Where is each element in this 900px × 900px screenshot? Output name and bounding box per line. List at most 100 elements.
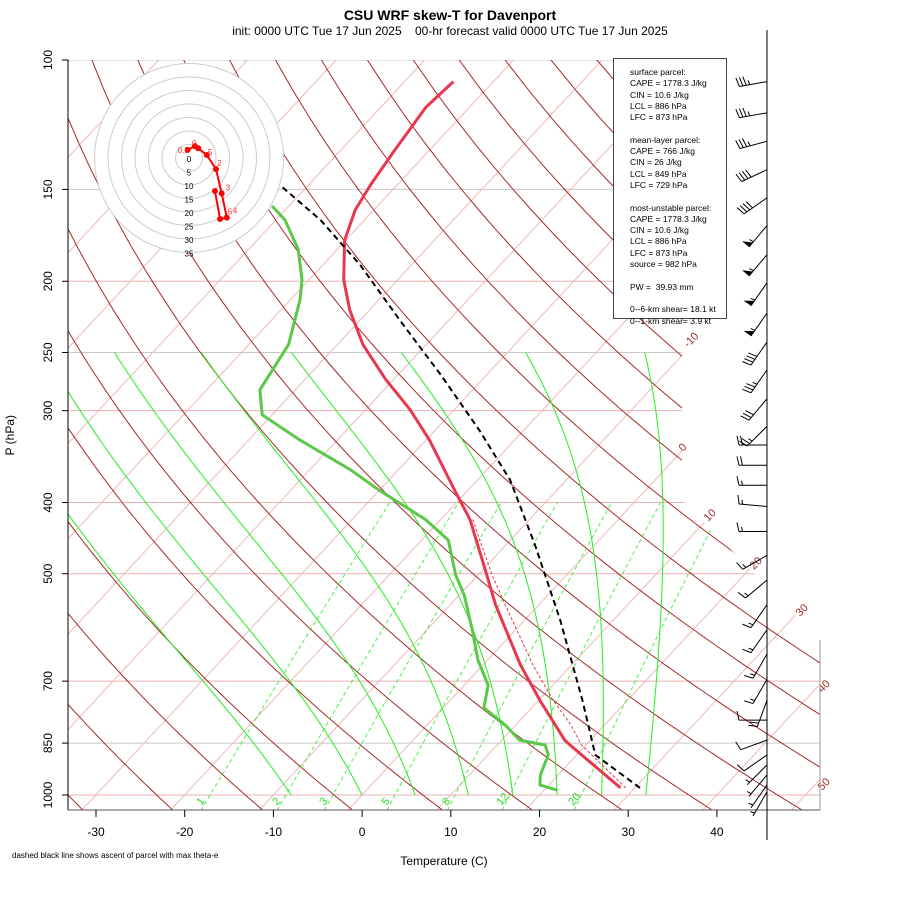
wind-barb-full	[744, 385, 754, 391]
isotherm-label: 30	[794, 602, 811, 619]
wind-barb-full	[745, 169, 752, 178]
wind-barb-half	[748, 622, 754, 626]
x-tick-label: 40	[710, 825, 724, 839]
wind-barb-full	[740, 435, 743, 446]
hodograph-ring	[121, 90, 257, 226]
moist-adiabat-line	[68, 352, 363, 796]
isotherm-line	[613, 60, 820, 810]
dry-adiabat-line	[183, 60, 820, 810]
hodograph-ring-label: 20	[185, 209, 194, 218]
chart-subtitle: init: 0000 UTC Tue 17 Jun 2025 00-hr for…	[232, 24, 668, 38]
y-tick-label: 1000	[41, 781, 55, 808]
wind-barb-staff	[742, 554, 768, 570]
wind-barb	[736, 554, 768, 570]
hodograph-height-label: 2	[217, 159, 222, 168]
info-line: CIN = 10.6 J/kg	[630, 225, 689, 236]
wind-barb-half	[741, 499, 744, 505]
wind-barb-pennant	[743, 330, 755, 337]
hodograph-height-label: 5	[228, 208, 233, 217]
wind-barb-full	[742, 388, 752, 394]
wind-barb-full	[744, 358, 754, 363]
hodograph-ring-label: 10	[185, 182, 194, 191]
mixing-ratio-line	[386, 502, 558, 810]
wind-barb-pennant	[742, 270, 753, 277]
x-tick-label: 30	[622, 825, 636, 839]
wind-barb-full	[736, 456, 740, 466]
dry-adiabat-line	[320, 60, 820, 810]
wind-barb-staff	[739, 503, 768, 507]
hodograph-ring	[148, 117, 230, 199]
dry-adiabat-line	[68, 60, 264, 810]
wind-barb-half	[741, 526, 743, 532]
wind-barb-full	[736, 207, 745, 215]
info-line	[630, 123, 726, 134]
virtual-temperature-line	[472, 519, 627, 789]
wind-barb-half	[747, 438, 753, 442]
wind-barb-half	[750, 297, 756, 301]
dry-adiabat-line	[229, 60, 820, 810]
info-line: most-unstable parcel:	[630, 202, 712, 213]
info-line: LCL = 849 hPa	[630, 168, 687, 179]
wind-barb-staff	[745, 579, 768, 599]
mixing-ratio-label: 1	[194, 796, 207, 808]
y-tick-label: 400	[41, 492, 55, 512]
hodograph-ring	[94, 63, 284, 253]
y-tick-label: 150	[41, 179, 55, 199]
wind-barb-full	[748, 724, 758, 727]
moist-adiabat-line	[525, 352, 604, 796]
info-line: surface parcel:	[630, 67, 686, 77]
mixing-ratio-line	[276, 502, 459, 810]
hodograph-ring-label: 25	[185, 223, 194, 232]
wind-barb-half	[748, 802, 754, 806]
wind-barb	[736, 754, 768, 772]
wind-barb	[735, 76, 768, 87]
hodograph-height-label: 0	[192, 139, 197, 148]
wind-barb-full	[739, 205, 748, 213]
wind-barb-full	[736, 764, 745, 772]
wind-barb-staff	[752, 791, 768, 817]
wind-barb	[736, 456, 767, 466]
wind-barb-staff	[739, 81, 768, 87]
hodograph-height-label: 4	[233, 207, 238, 216]
wind-barb	[735, 138, 768, 150]
info-line: PW = 39.93 mm	[630, 281, 694, 292]
wind-barb	[736, 711, 767, 721]
wind-barb-staff	[750, 341, 768, 366]
wind-barb-staff	[748, 254, 768, 277]
y-tick-label: 850	[41, 733, 55, 753]
wind-barb-half	[744, 592, 749, 597]
wind-barb-half	[746, 791, 752, 795]
wind-barb-full	[735, 741, 742, 750]
info-line: source = 982 hPa	[630, 259, 697, 270]
wind-barb	[735, 169, 768, 182]
hodograph-point	[184, 146, 191, 153]
moist-adiabat-line	[200, 352, 469, 796]
info-line: LCL = 886 hPa	[630, 236, 687, 247]
hodograph-point	[217, 216, 224, 223]
info-line	[630, 293, 726, 304]
info-line	[630, 191, 726, 202]
wind-barb-full	[740, 415, 750, 421]
wind-barb-full	[745, 410, 754, 416]
wind-barb-full	[738, 77, 744, 87]
hodograph-point	[211, 187, 218, 194]
wind-barb-staff	[739, 140, 768, 150]
dry-adiabat-line	[91, 60, 804, 810]
wind-barb	[736, 435, 767, 446]
wind-barb-full	[735, 173, 743, 182]
wind-barb-staff	[743, 197, 768, 215]
wind-barb	[748, 699, 768, 727]
moist-adiabat-line	[400, 352, 558, 796]
wind-barb	[745, 764, 768, 786]
parcel-info-box: surface parcel: CAPE = 1778.3 J/kg CIN = 1…	[613, 58, 727, 326]
hodograph-ring-label: 30	[185, 236, 194, 245]
y-tick-label: 500	[41, 563, 55, 583]
temperature-line	[342, 80, 622, 790]
wind-barb-half	[747, 80, 751, 85]
wind-barb	[735, 739, 768, 751]
wind-barb-half	[749, 268, 754, 272]
info-line: CAPE = 766 J/kg	[630, 146, 695, 157]
wind-barb-staff	[746, 764, 768, 786]
